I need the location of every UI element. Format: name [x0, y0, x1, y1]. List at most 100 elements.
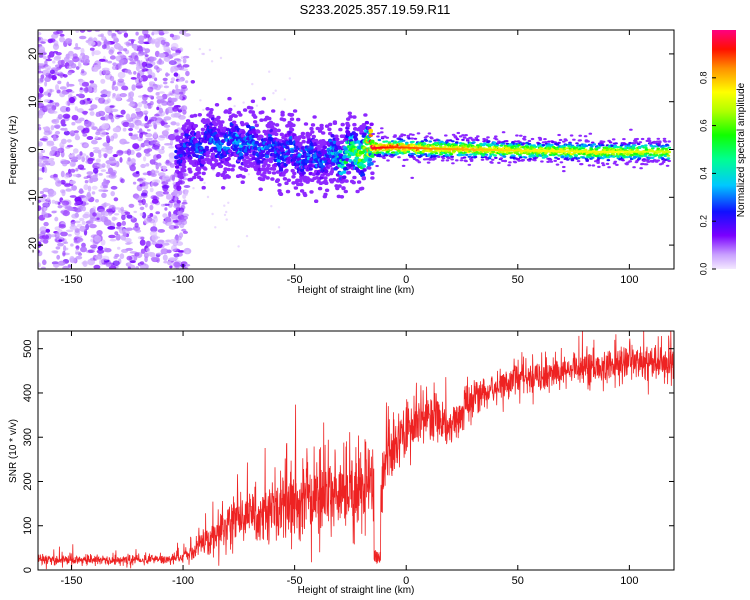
spectrogram-cell: [77, 252, 83, 256]
spectrogram-cell: [473, 155, 478, 159]
spectrogram-cell: [168, 60, 177, 66]
spectrogram-cell: [275, 178, 281, 182]
spectrogram-cell: [59, 36, 65, 43]
spectrogram-cell: [407, 137, 411, 140]
spectrogram-cell: [186, 189, 189, 193]
spectrogram-cell: [79, 205, 83, 212]
spectrogram-cell: [93, 264, 101, 269]
spectrogram-cell: [278, 168, 284, 172]
spectrogram-cell: [433, 157, 437, 160]
spectrogram-cell: [322, 145, 327, 149]
spectrogram-cell: [153, 65, 159, 70]
spectrogram-cell: [238, 113, 243, 117]
spectrogram-cell: [140, 132, 148, 135]
spectrogram-cell: [363, 113, 368, 117]
spectrogram-cell: [144, 54, 149, 57]
spectrogram-cell: [639, 167, 643, 170]
spectrogram-cell: [240, 180, 245, 184]
spectrogram-cell: [661, 160, 666, 164]
spectrogram-cell: [152, 181, 159, 187]
spectrogram-cell: [651, 156, 655, 159]
spectrogram-cell: [92, 206, 96, 211]
spectrogram-cell: [588, 132, 593, 135]
spectrogram-cell: [78, 117, 85, 122]
spectrogram-cell: [183, 33, 191, 37]
snr-y-tick-label: 400: [22, 384, 34, 402]
spectrogram-cell: [323, 192, 328, 197]
spectrogram-cell: [196, 167, 202, 172]
spectrogram-cell: [51, 250, 59, 254]
spectrogram-cell: [590, 141, 595, 144]
spectrogram-cell: [135, 31, 139, 36]
spectrogram-y-tick-label: -10: [27, 189, 39, 205]
spectrogram-cell: [70, 243, 74, 247]
spectrogram-cell: [174, 235, 182, 241]
spectrogram-cell: [141, 94, 150, 98]
spectrogram-cell: [402, 134, 407, 137]
spectrogram-cell: [644, 148, 649, 151]
spectrogram-cell: [60, 210, 64, 214]
spectrogram-cell: [487, 157, 492, 160]
spectrogram-cell: [176, 122, 180, 127]
spectrogram-cell: [169, 97, 178, 102]
spectrogram-cell: [259, 135, 264, 139]
spectrogram-cell: [47, 92, 51, 98]
spectrogram-cell: [81, 81, 89, 87]
spectrogram-cell: [568, 142, 572, 146]
spectrogram-cell: [472, 141, 476, 144]
spectrogram-cell: [376, 132, 381, 135]
spectrogram-cell: [109, 75, 115, 82]
spectrogram-cell: [65, 38, 73, 44]
spectrogram-cell: [262, 171, 267, 175]
spectrogram-cell: [208, 110, 213, 115]
spectrogram-cell: [95, 158, 101, 163]
spectrogram-cell: [170, 80, 175, 84]
spectrogram-cell: [74, 196, 82, 203]
colorbar: 0.00.20.40.60.8 Normalized spectral ampl…: [698, 30, 747, 275]
spectrogram-cell: [128, 91, 135, 98]
spectrogram-cell: [161, 146, 165, 150]
spectrogram-cell: [125, 41, 131, 47]
spectrogram-cell: [66, 81, 70, 88]
spectrogram-cell: [147, 86, 154, 93]
spectrogram-cell: [42, 211, 49, 219]
spectrogram-cell: [357, 158, 363, 163]
spectrogram-cell: [259, 118, 264, 122]
spectrogram-cell: [163, 46, 170, 52]
spectrogram-cell: [92, 147, 100, 150]
spectrogram-cell: [374, 142, 379, 145]
spectrogram-cell: [410, 176, 415, 179]
spectrogram-cell: [96, 40, 102, 47]
spectrogram-cell: [606, 159, 611, 162]
spectrogram-x-label: Height of straight line (km): [298, 285, 415, 296]
spectrogram-cell: [154, 113, 160, 117]
spectrogram-cell: [494, 135, 498, 138]
spectrogram-cell: [39, 226, 47, 233]
spectrogram-cell: [611, 155, 616, 158]
spectrogram-cell: [208, 126, 213, 130]
spectrogram-cell: [81, 156, 86, 163]
spectrogram-cell: [461, 138, 465, 141]
spectrogram-cell: [116, 222, 122, 227]
spectrogram-cell: [272, 127, 277, 132]
spectrogram-cell: [351, 145, 356, 149]
spectrogram-cell: [644, 146, 648, 149]
spectrogram-cell: [220, 120, 225, 124]
spectrogram-cell: [164, 216, 172, 224]
spectrogram-cell: [112, 260, 120, 267]
spectrogram-cell: [54, 216, 59, 222]
spectrogram-cell: [94, 235, 102, 243]
spectrogram-cell: [447, 157, 451, 160]
spectrogram-cell: [317, 153, 323, 158]
spectrogram-cell: [342, 170, 347, 174]
spectrogram-cell: [467, 163, 472, 166]
spectrogram-cell: [461, 134, 465, 137]
spectrogram-cell: [62, 161, 68, 167]
spectrogram-cell: [607, 166, 611, 169]
spectrogram-cell: [163, 85, 170, 89]
spectrogram-cell: [135, 266, 139, 269]
spectrogram-cell: [128, 132, 133, 137]
spectrogram-cell: [75, 251, 79, 255]
spectrogram-cell: [225, 218, 228, 221]
spectrogram-cell: [73, 220, 81, 224]
